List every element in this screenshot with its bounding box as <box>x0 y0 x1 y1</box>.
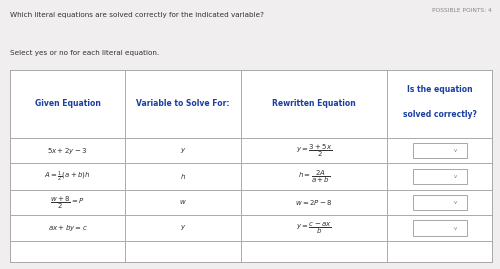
Text: $5x + 2y - 3$: $5x + 2y - 3$ <box>48 146 88 155</box>
Text: $h$: $h$ <box>180 172 186 181</box>
Text: POSSIBLE POINTS: 4: POSSIBLE POINTS: 4 <box>432 8 492 13</box>
Text: v: v <box>454 174 456 179</box>
Text: $y = \dfrac{c-ax}{b}$: $y = \dfrac{c-ax}{b}$ <box>296 220 332 236</box>
Text: $h = \dfrac{2A}{a+b}$: $h = \dfrac{2A}{a+b}$ <box>298 168 330 185</box>
Text: $y = \dfrac{3+5x}{2}$: $y = \dfrac{3+5x}{2}$ <box>296 142 333 159</box>
Text: Given Equation: Given Equation <box>34 100 100 108</box>
Text: Select yes or no for each literal equation.: Select yes or no for each literal equati… <box>10 50 159 56</box>
Text: Is the equation: Is the equation <box>407 86 472 94</box>
Text: $y$: $y$ <box>180 224 186 232</box>
Text: Which literal equations are solved correctly for the indicated variable?: Which literal equations are solved corre… <box>10 12 264 18</box>
Text: v: v <box>454 148 456 153</box>
Text: $w$: $w$ <box>179 199 187 207</box>
Text: v: v <box>454 225 456 231</box>
Text: solved correctly?: solved correctly? <box>403 111 476 119</box>
Text: $w = 2P - 8$: $w = 2P - 8$ <box>295 198 333 207</box>
Text: $ax + by = c$: $ax + by = c$ <box>48 223 88 233</box>
Text: Variable to Solve For:: Variable to Solve For: <box>136 100 230 108</box>
Text: $\dfrac{w+8}{2} = P$: $\dfrac{w+8}{2} = P$ <box>50 194 85 211</box>
Text: Rewritten Equation: Rewritten Equation <box>272 100 356 108</box>
Text: $A = \frac{1}{2}(a+b)h$: $A = \frac{1}{2}(a+b)h$ <box>44 169 91 183</box>
Text: $y$: $y$ <box>180 146 186 155</box>
Text: v: v <box>454 200 456 205</box>
